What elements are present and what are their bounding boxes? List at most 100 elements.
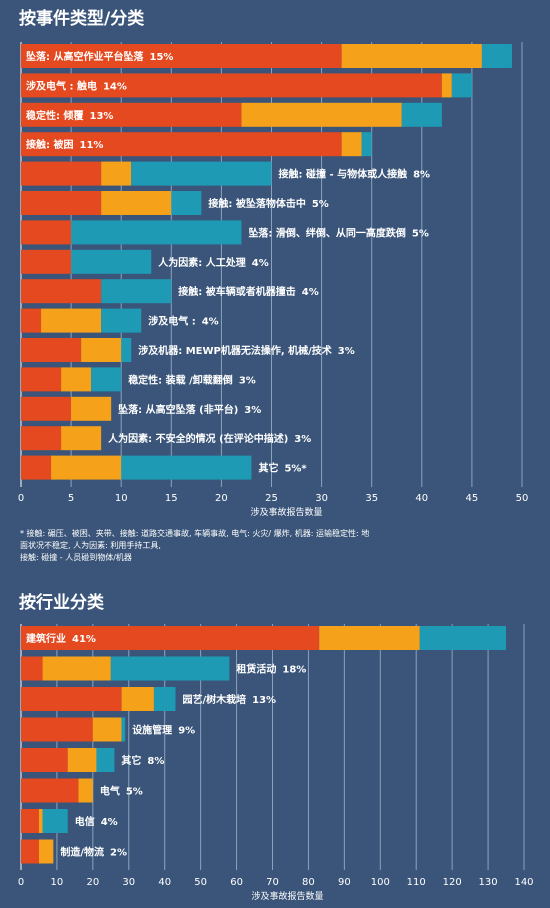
bar-segment bbox=[21, 132, 342, 157]
x-tick-label: 120 bbox=[443, 877, 462, 888]
x-tick-label: 10 bbox=[51, 877, 64, 888]
bar-label: 坠落: 从高空作业平台坠落 15% bbox=[26, 50, 173, 63]
category-label: 接触: 被坠落物体击中 bbox=[208, 197, 305, 210]
bar-label: 接触: 被困 11% bbox=[26, 138, 103, 151]
percent-label: 5% bbox=[312, 199, 329, 210]
category-label: 稳定性: 倾覆 bbox=[26, 109, 84, 122]
x-tick-label: 110 bbox=[407, 877, 426, 888]
percent-label: 15% bbox=[149, 52, 173, 63]
bar-segment bbox=[71, 220, 242, 245]
percent-label: 3% bbox=[244, 405, 261, 416]
bar-segment bbox=[78, 778, 93, 803]
percent-label: 13% bbox=[89, 111, 113, 122]
x-tick-label: 50 bbox=[516, 493, 529, 504]
bar-segment bbox=[319, 626, 420, 650]
bar-segment bbox=[42, 656, 111, 681]
bar-segment bbox=[21, 338, 82, 362]
percent-label: 4% bbox=[101, 817, 118, 828]
x-tick-label: 90 bbox=[338, 877, 351, 888]
bar-label: 制造/物流 2% bbox=[60, 846, 127, 859]
bar-label: 涉及电气 : 触电 14% bbox=[26, 79, 127, 92]
category-label: 园艺/树木栽培 bbox=[182, 693, 246, 706]
footnote-line: 面状况不稳定, 人为因素: 利用手持工具, bbox=[20, 540, 161, 550]
bar-segment bbox=[241, 102, 402, 127]
bar-segment bbox=[61, 426, 102, 451]
chart-title: 按行业分类 bbox=[19, 592, 105, 613]
bar-segment bbox=[21, 426, 62, 451]
x-tick-label: 25 bbox=[265, 493, 278, 504]
bar-segment bbox=[21, 161, 102, 186]
bar-label: 园艺/树木栽培 13% bbox=[182, 693, 276, 706]
x-tick-label: 40 bbox=[158, 877, 171, 888]
bar-label: 坠落: 滑倒、绊倒、从同一高度跌倒 5% bbox=[248, 226, 428, 239]
bar-segment bbox=[61, 367, 92, 392]
percent-label: 13% bbox=[252, 695, 276, 706]
category-label: 稳定性: 装载 /卸载翻倒 bbox=[128, 373, 233, 386]
category-label: 涉及机器: MEWP机器无法操作, 机械/技术 bbox=[138, 344, 332, 357]
bar-segment bbox=[101, 279, 172, 304]
bar-segment bbox=[41, 308, 102, 333]
x-tick-label: 40 bbox=[415, 493, 428, 504]
category-label: 人为因素: 人工处理 bbox=[158, 256, 245, 269]
percent-label: 8% bbox=[413, 170, 430, 181]
bar-segment bbox=[21, 656, 43, 681]
category-label: 坠落: 从高空作业平台坠落 bbox=[26, 50, 144, 63]
bar-segment bbox=[81, 338, 122, 362]
bar-segment bbox=[38, 839, 54, 864]
bar-label: 坠落: 从高空坠落 (非平台) 3% bbox=[118, 403, 261, 416]
bar-segment bbox=[21, 102, 242, 127]
percent-label: 4% bbox=[202, 317, 219, 328]
bar-segment bbox=[153, 687, 176, 711]
x-axis-label: 涉及事故报告数量 bbox=[251, 890, 323, 902]
x-tick-label: 20 bbox=[86, 877, 99, 888]
x-tick-label: 10 bbox=[115, 493, 128, 504]
category-label: 制造/物流 bbox=[60, 846, 104, 859]
x-tick-label: 30 bbox=[122, 877, 135, 888]
bar-segment bbox=[121, 338, 132, 362]
x-tick-label: 80 bbox=[302, 877, 315, 888]
bar-label: 涉及机器: MEWP机器无法操作, 机械/技术 3% bbox=[138, 344, 355, 357]
bar-segment bbox=[101, 191, 172, 215]
bar-segment bbox=[21, 279, 102, 304]
bar-label: 电信 4% bbox=[75, 815, 118, 828]
bar-label: 其它 5%* bbox=[258, 462, 307, 475]
bar-segment bbox=[481, 44, 512, 68]
bar-segment bbox=[91, 367, 122, 392]
category-label: 涉及电气 : bbox=[148, 315, 195, 328]
bar-segment bbox=[92, 717, 122, 742]
bar-label: 接触: 碰撞 - 与物体或人接触 8% bbox=[279, 168, 431, 181]
bar-label: 稳定性: 装载 /卸载翻倒 3% bbox=[128, 373, 256, 386]
percent-label: 11% bbox=[79, 140, 103, 151]
bar-segment bbox=[71, 396, 112, 421]
category-label: 接触: 碰撞 - 与物体或人接触 bbox=[279, 168, 408, 181]
percent-label: 3% bbox=[338, 346, 355, 357]
x-tick-label: 35 bbox=[365, 493, 378, 504]
percent-label: 9% bbox=[178, 726, 195, 737]
bar-label: 设施管理 9% bbox=[132, 724, 195, 737]
percent-label: 8% bbox=[147, 756, 164, 767]
x-tick-label: 5 bbox=[68, 493, 74, 504]
bar-segment bbox=[67, 748, 97, 772]
bar-segment bbox=[21, 687, 122, 711]
bar-segment bbox=[38, 809, 43, 833]
x-tick-label: 0 bbox=[18, 493, 24, 504]
bar-segment bbox=[21, 249, 72, 274]
bar-label: 建筑行业 41% bbox=[25, 632, 96, 645]
percent-label: 18% bbox=[282, 665, 306, 676]
category-label: 设施管理 bbox=[132, 724, 172, 737]
category-label: 接触: 被困 bbox=[26, 138, 73, 151]
percent-label: 5%* bbox=[284, 464, 307, 475]
percent-label: 4% bbox=[252, 258, 269, 269]
percent-label: 3% bbox=[294, 434, 311, 445]
category-label: 电气 bbox=[100, 785, 120, 798]
bar-segment bbox=[21, 748, 68, 772]
percent-label: 5% bbox=[126, 787, 143, 798]
bar-segment bbox=[101, 161, 132, 186]
bar-segment bbox=[121, 687, 154, 711]
bar-segment bbox=[361, 132, 372, 157]
category-label: 人为因素: 不安全的情况 (在评论中描述) bbox=[108, 432, 288, 445]
bar-segment bbox=[131, 161, 272, 186]
bar-segment bbox=[51, 455, 122, 480]
percent-label: 41% bbox=[72, 634, 96, 645]
